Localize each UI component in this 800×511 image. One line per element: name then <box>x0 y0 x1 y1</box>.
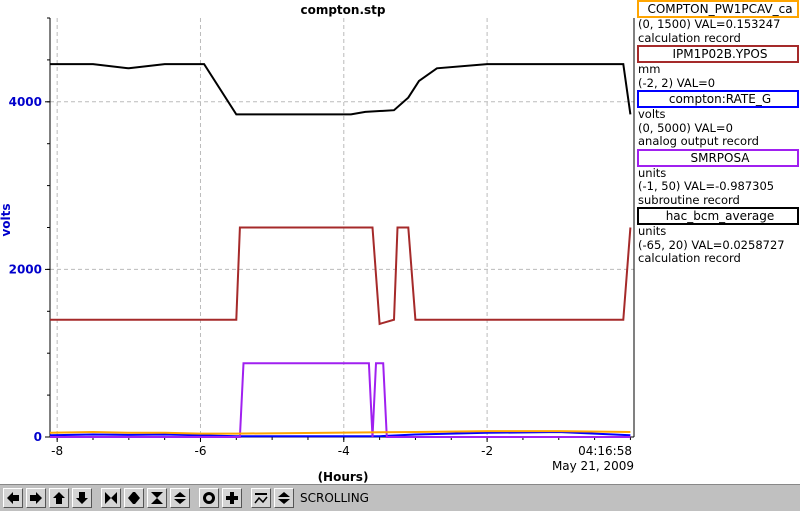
legend: COMPTON_PW1PCAV_ca (0, 1500) VAL=0.153247… <box>635 0 800 266</box>
arrow-down-icon <box>76 492 88 504</box>
zoom-out-x-icon <box>128 492 140 504</box>
scroll-mode-icon <box>278 492 290 504</box>
x-axis-label: (Hours) <box>318 470 369 484</box>
legend-title-1[interactable]: IPM1P02B.YPOS <box>637 45 799 63</box>
legend-units-1: mm <box>638 62 661 76</box>
y-tick-label-0: 0 <box>34 430 42 444</box>
x-tick-label-3: -2 <box>481 444 493 458</box>
legend-range-val-4: (-65, 20) VAL=0.0258727 <box>638 237 785 252</box>
add-button[interactable] <box>222 488 242 508</box>
legend-title-3[interactable]: SMRPOSA <box>637 148 799 167</box>
series-line-hac_bcm_average <box>49 430 631 435</box>
zoom-in-y-button[interactable] <box>147 488 167 508</box>
y-tick-label-2: 4000 <box>9 95 42 109</box>
arrow-left-button[interactable] <box>3 488 23 508</box>
legend-title-2[interactable]: compton:RATE_G <box>637 90 799 108</box>
legend-record-0: calculation record <box>638 30 741 45</box>
legend-range-val-2: (0, 5000) VAL=0 <box>638 120 733 135</box>
chart: compton.stp volts (Hours) 04:16:58 May 2… <box>0 3 635 484</box>
legend-units-2: volts <box>638 107 666 121</box>
zoom-in-x-button[interactable] <box>101 488 121 508</box>
series-group <box>49 63 632 438</box>
y-axis-label: volts <box>0 203 13 236</box>
arrow-up-button[interactable] <box>49 488 69 508</box>
legend-range-val-3: (-1, 50) VAL=-0.987305 <box>638 179 775 193</box>
arrow-right-button[interactable] <box>26 488 46 508</box>
legend-units-3: units <box>638 165 667 180</box>
time-label: 04:16:58 <box>578 444 632 458</box>
x-tick-label-2: -4 <box>338 444 350 458</box>
add-icon <box>226 492 238 504</box>
legend-record-3: subroutine record <box>638 192 740 207</box>
series-line-COMPTON_PW1PCAV_ca <box>50 63 632 116</box>
legend-record-2: analog output record <box>638 134 759 148</box>
config-icon <box>203 492 215 504</box>
legend-title-0[interactable]: COMPTON_PW1PCAV_ca <box>637 0 799 18</box>
plot-mode-icon <box>254 493 268 504</box>
status-label: SCROLLING <box>300 491 369 505</box>
x-tick-label-1: -6 <box>194 444 206 458</box>
zoom-in-x-icon <box>105 492 117 504</box>
x-tick-label-0: -8 <box>51 444 63 458</box>
series-line-SMRPOSA <box>50 362 631 438</box>
zoom-out-x-button[interactable] <box>124 488 144 508</box>
zoom-in-y-icon <box>151 492 163 504</box>
arrow-left-icon <box>7 492 19 504</box>
date-label: May 21, 2009 <box>552 459 634 473</box>
legend-title-4[interactable]: hac_bcm_average <box>637 207 799 225</box>
legend-range-val-1: (-2, 2) VAL=0 <box>638 75 716 90</box>
config-button[interactable] <box>199 488 219 508</box>
legend-range-val-0: (0, 1500) VAL=0.153247 <box>638 17 781 31</box>
plot-mode-button[interactable] <box>251 488 271 508</box>
zoom-out-y-button[interactable] <box>170 488 190 508</box>
arrow-right-icon <box>30 492 42 504</box>
toolbar: SCROLLING <box>0 484 800 511</box>
zoom-out-y-icon <box>174 492 186 504</box>
scroll-mode-button[interactable] <box>274 488 294 508</box>
axes: -8 -6 -4 -2 0 2000 4000 <box>9 17 635 458</box>
legend-record-4: calculation record <box>638 251 741 265</box>
series-line-IPM1P02B.YPOS <box>50 226 632 326</box>
series-line-compton:RATE_G <box>49 430 631 438</box>
arrow-down-button[interactable] <box>72 488 92 508</box>
legend-units-4: units <box>638 224 667 238</box>
y-tick-label-1: 2000 <box>9 262 42 276</box>
chart-title: compton.stp <box>300 3 385 17</box>
arrow-up-icon <box>53 492 65 504</box>
